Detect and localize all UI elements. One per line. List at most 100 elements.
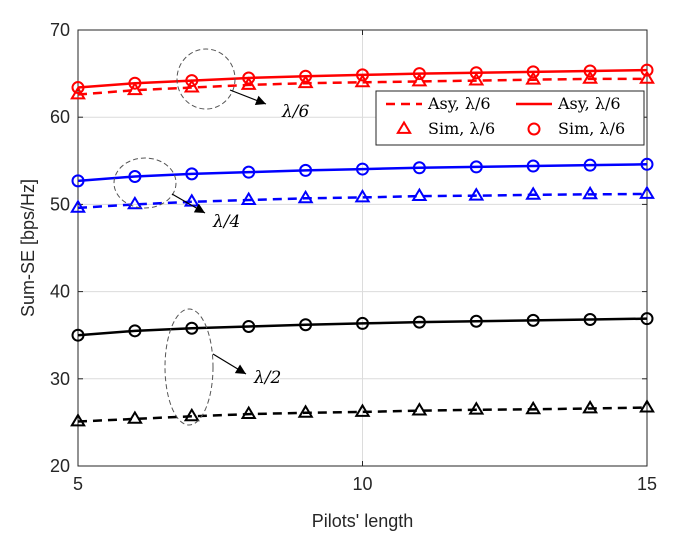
series-line	[77, 163, 648, 183]
data-point-triangle	[468, 72, 485, 86]
series-line	[77, 406, 648, 423]
data-point-triangle	[639, 70, 655, 84]
data-point-circle	[583, 313, 597, 327]
data-point-circle	[242, 71, 256, 85]
data-point-triangle	[240, 191, 257, 205]
legend-entry-3-marker	[527, 122, 541, 136]
data-point-triangle	[525, 71, 542, 85]
data-point-circle	[356, 316, 369, 330]
annotation-ellipse	[164, 308, 214, 426]
legend-circle	[527, 122, 541, 136]
annotation-label: λ/4	[212, 212, 240, 232]
y-tick-label: 30	[50, 369, 70, 389]
data-point-circle	[640, 312, 654, 326]
data-point-circle	[299, 318, 313, 332]
series-8	[77, 406, 648, 423]
series-3	[71, 63, 654, 95]
data-point-triangle	[297, 189, 314, 204]
data-point-circle	[412, 161, 426, 175]
data-point-triangle	[582, 70, 599, 84]
annotation-layer: λ/6 λ/4 λ/2	[113, 48, 310, 426]
annotation-black: λ/2	[164, 308, 281, 426]
data-point-triangle	[639, 185, 655, 199]
series-9	[70, 399, 655, 427]
series-6	[77, 163, 648, 183]
data-point-circle	[526, 159, 540, 173]
data-point-triangle	[70, 199, 86, 213]
y-tick-label: 20	[50, 456, 70, 476]
y-axis-label: Sum-SE [bps/Hz]	[18, 179, 38, 317]
annotation-arrow-head	[254, 95, 266, 106]
data-point-circle	[242, 165, 256, 179]
series-11	[71, 312, 654, 342]
legend-triangle	[396, 120, 412, 134]
data-point-circle	[299, 163, 313, 177]
data-point-circle	[356, 68, 369, 82]
data-point-triangle	[70, 413, 86, 427]
data-point-circle	[185, 167, 199, 181]
data-point-circle	[128, 169, 142, 183]
data-point-circle	[526, 313, 540, 327]
data-point-triangle	[183, 407, 200, 422]
legend-entry-0-label: Asy, λ/6	[427, 94, 491, 113]
series-2	[77, 68, 648, 89]
data-point-triangle	[582, 399, 599, 414]
tick-labels: 20 30 40 50 60 70 5 10 15	[50, 20, 657, 494]
series-layer	[70, 63, 655, 427]
annotation-label: λ/2	[253, 368, 281, 388]
data-point-triangle	[126, 195, 143, 210]
x-tick-label: 5	[73, 474, 83, 494]
data-point-circle	[469, 314, 483, 328]
data-point-triangle	[126, 410, 143, 424]
annotation-blue: λ/4	[113, 157, 240, 232]
y-tick-label: 60	[50, 107, 70, 127]
legend-entry-3-label: Sim, λ/6	[558, 119, 625, 138]
data-point-triangle	[411, 72, 428, 87]
series-line	[77, 77, 647, 96]
data-point-triangle	[297, 404, 314, 418]
y-tick-label: 70	[50, 20, 70, 40]
data-point-circle	[526, 65, 540, 79]
data-point-triangle	[468, 187, 485, 201]
data-point-circle	[583, 64, 597, 78]
data-point-circle	[185, 321, 199, 335]
data-point-triangle	[411, 187, 428, 202]
data-point-circle	[469, 160, 483, 174]
data-point-circle	[71, 328, 85, 342]
annotation-arrow-head	[234, 364, 246, 374]
data-point-circle	[640, 63, 654, 77]
data-point-circle	[71, 174, 85, 188]
data-point-circle	[356, 162, 369, 176]
annotation-arrow-head	[193, 203, 205, 213]
annotation-red: λ/6	[176, 48, 310, 122]
data-point-triangle	[354, 73, 371, 88]
data-point-circle	[128, 76, 142, 90]
series-10	[77, 317, 648, 337]
data-point-circle	[128, 324, 142, 338]
series-4	[77, 192, 648, 210]
data-point-circle	[412, 315, 426, 329]
y-tick-label: 50	[50, 194, 70, 214]
series-line	[77, 68, 648, 89]
data-point-triangle	[525, 400, 542, 415]
data-point-triangle	[525, 186, 542, 200]
data-point-triangle	[468, 401, 485, 415]
data-point-triangle	[354, 188, 371, 203]
legend-entry-2-label: Sim, λ/6	[428, 119, 495, 138]
data-point-circle	[299, 69, 313, 83]
data-point-circle	[185, 74, 199, 88]
series-line	[77, 317, 648, 337]
data-point-triangle	[582, 185, 599, 200]
data-point-triangle	[639, 399, 655, 413]
legend: Asy, λ/6 Asy, λ/6 Sim, λ/6 Sim, λ/6	[375, 90, 645, 146]
x-axis-label: Pilots' length	[312, 511, 414, 531]
data-point-circle	[242, 319, 256, 333]
data-point-triangle	[240, 405, 257, 420]
data-point-circle	[71, 81, 85, 95]
data-point-circle	[412, 67, 426, 81]
annotation-label: λ/6	[281, 102, 310, 122]
x-tick-label: 15	[637, 474, 657, 494]
y-tick-label: 40	[50, 282, 70, 302]
legend-entry-1-label: Asy, λ/6	[557, 94, 621, 113]
